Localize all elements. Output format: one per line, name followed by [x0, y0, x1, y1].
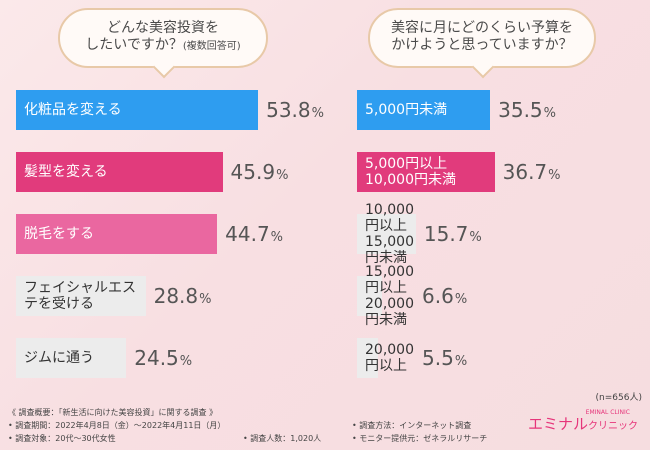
survey-period: • 調査期間：2022年4月8日（金）～2022年4月11日（月）: [8, 421, 226, 430]
left-bar-2: 髪型を変える: [16, 152, 223, 192]
survey-title: 《 調査概要：「新生活に向けた美容投資」に関する調査 》: [8, 408, 218, 417]
left-bar-1: 化粧品を変える: [16, 90, 259, 130]
eminal-logo: エミナルクリニック: [528, 413, 638, 434]
right-bar-value-5: 5.5%: [422, 346, 468, 370]
left-bar-value-5: 24.5%: [134, 346, 193, 370]
logo-subtitle: EMINAL CLINIC: [585, 409, 630, 416]
left-bar-label-4: フェイシャルエステを受ける: [24, 280, 136, 312]
right-bar-label-3: 10,000円以上15,000円未満: [365, 202, 414, 266]
right-bar-value-3: 15.7%: [423, 222, 482, 246]
left-question-line1: どんな美容投資を: [107, 20, 219, 36]
sample-size-note: (n=656人): [595, 393, 642, 403]
left-bar-label-3: 脱毛をする: [24, 226, 94, 242]
right-bar-value-4: 6.6%: [422, 284, 468, 308]
left-bar-value-2: 45.9%: [230, 160, 289, 184]
right-bar-value-1: 35.5%: [498, 98, 557, 122]
left-bar-value-3: 44.7%: [225, 222, 284, 246]
right-bar-1: 5,000円未満: [357, 90, 491, 130]
left-bar-label-5: ジムに通う: [24, 350, 94, 366]
left-question-line2: したいですか？: [85, 37, 183, 53]
right-question-bubble: 美容に月にどのくらい予算を かけようと思っていますか？: [368, 8, 596, 79]
right-bar-label-4: 15,000円以上20,000円未満: [365, 264, 414, 328]
right-bar-value-2: 36.7%: [502, 160, 561, 184]
survey-target: • 調査対象：20代～30代女性: [8, 434, 116, 443]
left-bar-3: 脱毛をする: [16, 214, 218, 254]
logo-small: クリニック: [588, 421, 638, 432]
right-bar-2: 5,000円以上 10,000円未満: [357, 152, 495, 192]
left-question-note: (複数回答可): [182, 41, 241, 52]
left-bar-label-1: 化粧品を変える: [24, 102, 122, 118]
right-question-line2: かけようと思っていますか？: [391, 37, 573, 53]
left-bar-value-4: 28.8%: [153, 284, 212, 308]
left-bar-5: ジムに通う: [16, 338, 127, 378]
survey-count: • 調査人数：1,020人: [243, 434, 322, 443]
right-bar-3: 10,000円以上15,000円未満: [357, 202, 416, 266]
right-bar-4: 15,000円以上20,000円未満: [357, 264, 414, 328]
right-bar-label-5: 20,000円以上: [365, 342, 414, 374]
left-bar-4: フェイシャルエステを受ける: [16, 276, 146, 316]
right-bar-5: 20,000円以上: [357, 338, 414, 378]
survey-provider: • モニター提供元：ゼネラルリサーチ: [352, 434, 488, 443]
right-question-line1: 美容に月にどのくらい予算を: [391, 20, 573, 36]
survey-method: • 調査方法：インターネット調査: [352, 421, 472, 430]
right-bar-label-1: 5,000円未満: [365, 102, 448, 118]
left-bar-value-1: 53.8%: [266, 98, 324, 122]
right-bar-label-2: 5,000円以上 10,000円未満: [365, 156, 456, 188]
left-bar-label-2: 髪型を変える: [24, 164, 108, 180]
left-question-bubble: どんな美容投資を したいですか？(複数回答可): [58, 8, 268, 79]
logo-main: エミナル: [527, 415, 588, 433]
